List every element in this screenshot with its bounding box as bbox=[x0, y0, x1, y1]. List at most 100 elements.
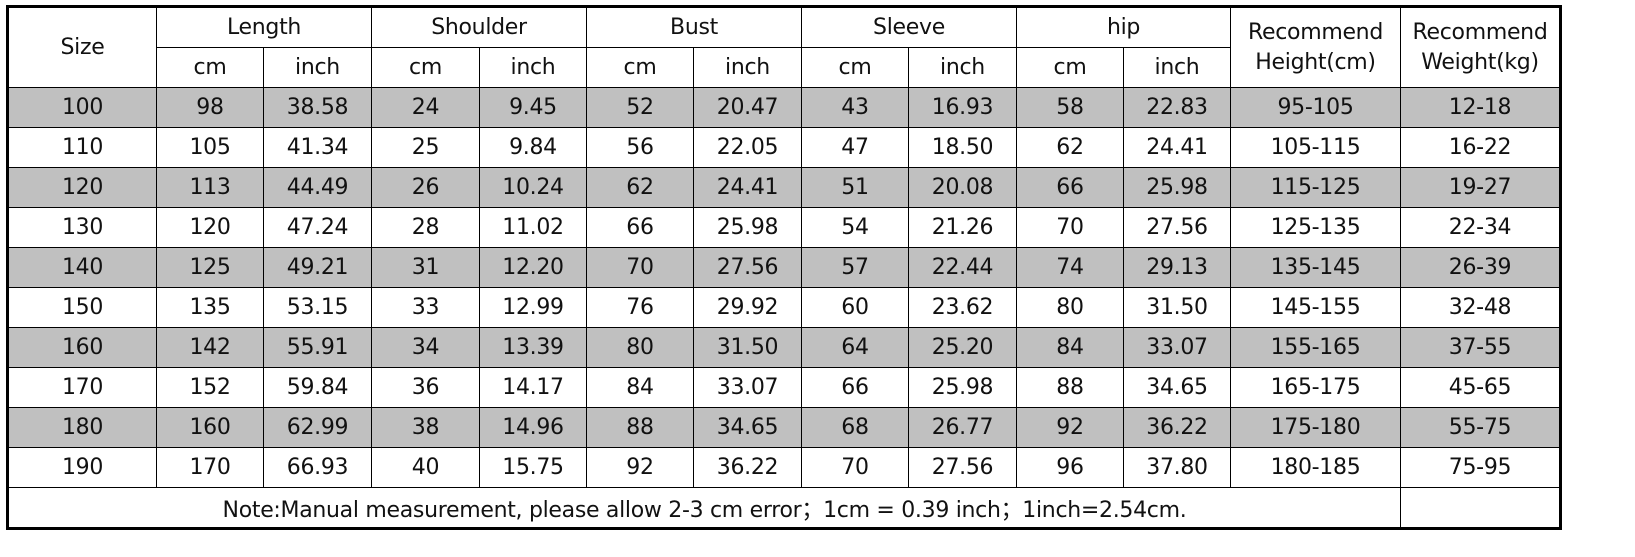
table-cell: 13.39 bbox=[479, 327, 587, 368]
size-chart-table: Size Length Shoulder Bust Sleeve hip Rec… bbox=[6, 5, 1562, 530]
table-cell: 125-135 bbox=[1230, 207, 1401, 248]
table-cell: 52 bbox=[586, 87, 694, 128]
table-cell: 59.84 bbox=[263, 367, 372, 408]
header-recommend-weight: Recommend Weight(kg) bbox=[1400, 6, 1561, 88]
empty-cell bbox=[1400, 487, 1561, 529]
table-cell: 31.50 bbox=[693, 327, 802, 368]
header-unit-cm: cm bbox=[1016, 47, 1124, 88]
table-cell: 37-55 bbox=[1400, 327, 1561, 368]
table-cell: 180-185 bbox=[1230, 447, 1401, 488]
table-cell: 18.50 bbox=[908, 127, 1017, 168]
table-cell: 26 bbox=[371, 167, 480, 208]
table-cell: 40 bbox=[371, 447, 480, 488]
table-row: 150 135 53.15 33 12.99 76 29.92 60 23.62 80 31.50 1… bbox=[7, 287, 1561, 328]
table-cell: 95-105 bbox=[1230, 87, 1401, 128]
table-cell: 150 bbox=[7, 287, 157, 328]
table-cell: 160 bbox=[156, 407, 264, 448]
table-cell: 175-180 bbox=[1230, 407, 1401, 448]
table-cell: 37.80 bbox=[1123, 447, 1231, 488]
header-length: Length bbox=[156, 6, 372, 48]
table-cell: 12.20 bbox=[479, 247, 587, 288]
table-cell: 55-75 bbox=[1400, 407, 1561, 448]
table-cell: 51 bbox=[801, 167, 909, 208]
table-cell: 27.56 bbox=[908, 447, 1017, 488]
table-cell: 24.41 bbox=[1123, 127, 1231, 168]
header-hip: hip bbox=[1016, 6, 1231, 48]
table-cell: 180 bbox=[7, 407, 157, 448]
table-cell: 27.56 bbox=[693, 247, 802, 288]
table-cell: 45-65 bbox=[1400, 367, 1561, 408]
table-cell: 54 bbox=[801, 207, 909, 248]
table-cell: 25.98 bbox=[1123, 167, 1231, 208]
table-cell: 62 bbox=[1016, 127, 1124, 168]
table-cell: 142 bbox=[156, 327, 264, 368]
table-cell: 165-175 bbox=[1230, 367, 1401, 408]
header-recommend-height: Recommend Height(cm) bbox=[1230, 6, 1401, 88]
table-cell: 47.24 bbox=[263, 207, 372, 248]
table-cell: 34 bbox=[371, 327, 480, 368]
table-cell: 66 bbox=[1016, 167, 1124, 208]
table-cell: 49.21 bbox=[263, 247, 372, 288]
header-unit-inch: inch bbox=[1123, 47, 1231, 88]
note-row: Note:Manual measurement, please allow 2-… bbox=[7, 487, 1561, 529]
table-row: 140 125 49.21 31 12.20 70 27.56 57 22.44 74 29.13 1… bbox=[7, 247, 1561, 288]
table-cell: 12-18 bbox=[1400, 87, 1561, 128]
table-cell: 44.49 bbox=[263, 167, 372, 208]
table-cell: 66 bbox=[801, 367, 909, 408]
table-cell: 21.26 bbox=[908, 207, 1017, 248]
table-cell: 38.58 bbox=[263, 87, 372, 128]
table-cell: 80 bbox=[1016, 287, 1124, 328]
table-cell: 70 bbox=[586, 247, 694, 288]
table-cell: 100 bbox=[7, 87, 157, 128]
table-row: 130 120 47.24 28 11.02 66 25.98 54 21.26 70 27.56 1… bbox=[7, 207, 1561, 248]
table-cell: 16-22 bbox=[1400, 127, 1561, 168]
header-rec-weight-line1: Recommend bbox=[1412, 19, 1548, 45]
header-unit-inch: inch bbox=[693, 47, 802, 88]
header-size: Size bbox=[7, 6, 157, 88]
table-cell: 14.17 bbox=[479, 367, 587, 408]
table-cell: 25.98 bbox=[693, 207, 802, 248]
table-cell: 125 bbox=[156, 247, 264, 288]
table-cell: 190 bbox=[7, 447, 157, 488]
table-cell: 130 bbox=[7, 207, 157, 248]
table-cell: 160 bbox=[7, 327, 157, 368]
table-cell: 60 bbox=[801, 287, 909, 328]
table-cell: 110 bbox=[7, 127, 157, 168]
table-cell: 84 bbox=[586, 367, 694, 408]
table-cell: 64 bbox=[801, 327, 909, 368]
table-cell: 9.84 bbox=[479, 127, 587, 168]
table-cell: 88 bbox=[1016, 367, 1124, 408]
table-cell: 22-34 bbox=[1400, 207, 1561, 248]
table-cell: 88 bbox=[586, 407, 694, 448]
table-cell: 74 bbox=[1016, 247, 1124, 288]
table-cell: 170 bbox=[156, 447, 264, 488]
table-cell: 58 bbox=[1016, 87, 1124, 128]
table-cell: 135-145 bbox=[1230, 247, 1401, 288]
table-cell: 9.45 bbox=[479, 87, 587, 128]
table-cell: 96 bbox=[1016, 447, 1124, 488]
table-cell: 66.93 bbox=[263, 447, 372, 488]
table-row: 120 113 44.49 26 10.24 62 24.41 51 20.08 66 25.98 1… bbox=[7, 167, 1561, 208]
table-cell: 16.93 bbox=[908, 87, 1017, 128]
table-cell: 19-27 bbox=[1400, 167, 1561, 208]
table-cell: 76 bbox=[586, 287, 694, 328]
table-cell: 70 bbox=[1016, 207, 1124, 248]
table-row: 180 160 62.99 38 14.96 88 34.65 68 26.77 92 36.22 1… bbox=[7, 407, 1561, 448]
table-cell: 25.98 bbox=[908, 367, 1017, 408]
table-cell: 105 bbox=[156, 127, 264, 168]
table-cell: 53.15 bbox=[263, 287, 372, 328]
table-cell: 33.07 bbox=[1123, 327, 1231, 368]
table-cell: 11.02 bbox=[479, 207, 587, 248]
table-cell: 43 bbox=[801, 87, 909, 128]
header-rec-height-line2: Height(cm) bbox=[1255, 49, 1376, 75]
table-cell: 120 bbox=[7, 167, 157, 208]
table-cell: 62.99 bbox=[263, 407, 372, 448]
table-cell: 120 bbox=[156, 207, 264, 248]
table-cell: 68 bbox=[801, 407, 909, 448]
header-unit-cm: cm bbox=[156, 47, 264, 88]
header-rec-height-line1: Recommend bbox=[1248, 19, 1383, 45]
header-unit-inch: inch bbox=[479, 47, 587, 88]
header-shoulder: Shoulder bbox=[371, 6, 587, 48]
table-cell: 27.56 bbox=[1123, 207, 1231, 248]
table-cell: 140 bbox=[7, 247, 157, 288]
